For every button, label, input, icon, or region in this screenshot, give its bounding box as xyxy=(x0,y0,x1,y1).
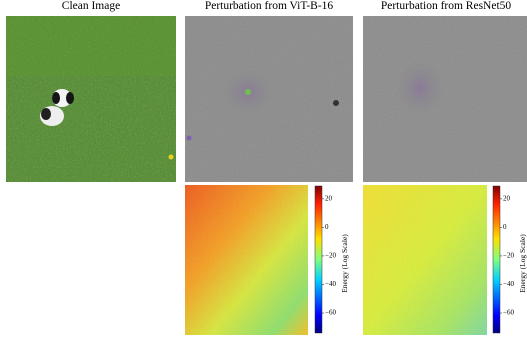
colorbar-tick-label: −60 xyxy=(325,309,336,317)
colorbar-tick-label: −20 xyxy=(503,252,514,260)
colorbar-tick-label: −40 xyxy=(503,280,514,288)
clean-image xyxy=(6,16,176,182)
colorbar-tick-label: 20 xyxy=(325,194,333,202)
energy-map-vit xyxy=(185,185,308,335)
energy-map-resnet xyxy=(363,185,487,335)
panel-title: Perturbation from ResNet50 xyxy=(381,0,512,12)
colorbar xyxy=(492,185,501,334)
colorbar-label: Energy (Log Scale) xyxy=(518,234,527,293)
panel-title: Perturbation from ViT-B-16 xyxy=(205,0,334,12)
colorbar-tick-label: −60 xyxy=(503,309,514,317)
perturbation-resnet xyxy=(363,16,527,182)
colorbar-label: Energy (Log Scale) xyxy=(340,234,349,293)
perturbation-vit xyxy=(185,16,353,182)
colorbar-tick-label: −20 xyxy=(325,252,336,260)
colorbar-tick-label: 0 xyxy=(325,223,329,231)
colorbar xyxy=(314,185,323,334)
colorbar-tick-label: 20 xyxy=(503,194,511,202)
colorbar-tick-label: 0 xyxy=(503,223,507,231)
panel-title: Clean Image xyxy=(62,0,120,12)
colorbar-tick-label: −40 xyxy=(325,280,336,288)
colorbars: 20 0 −20 −40 −60 Energy (Log Scale) 20 0 −20 −40 −… xyxy=(314,185,527,334)
